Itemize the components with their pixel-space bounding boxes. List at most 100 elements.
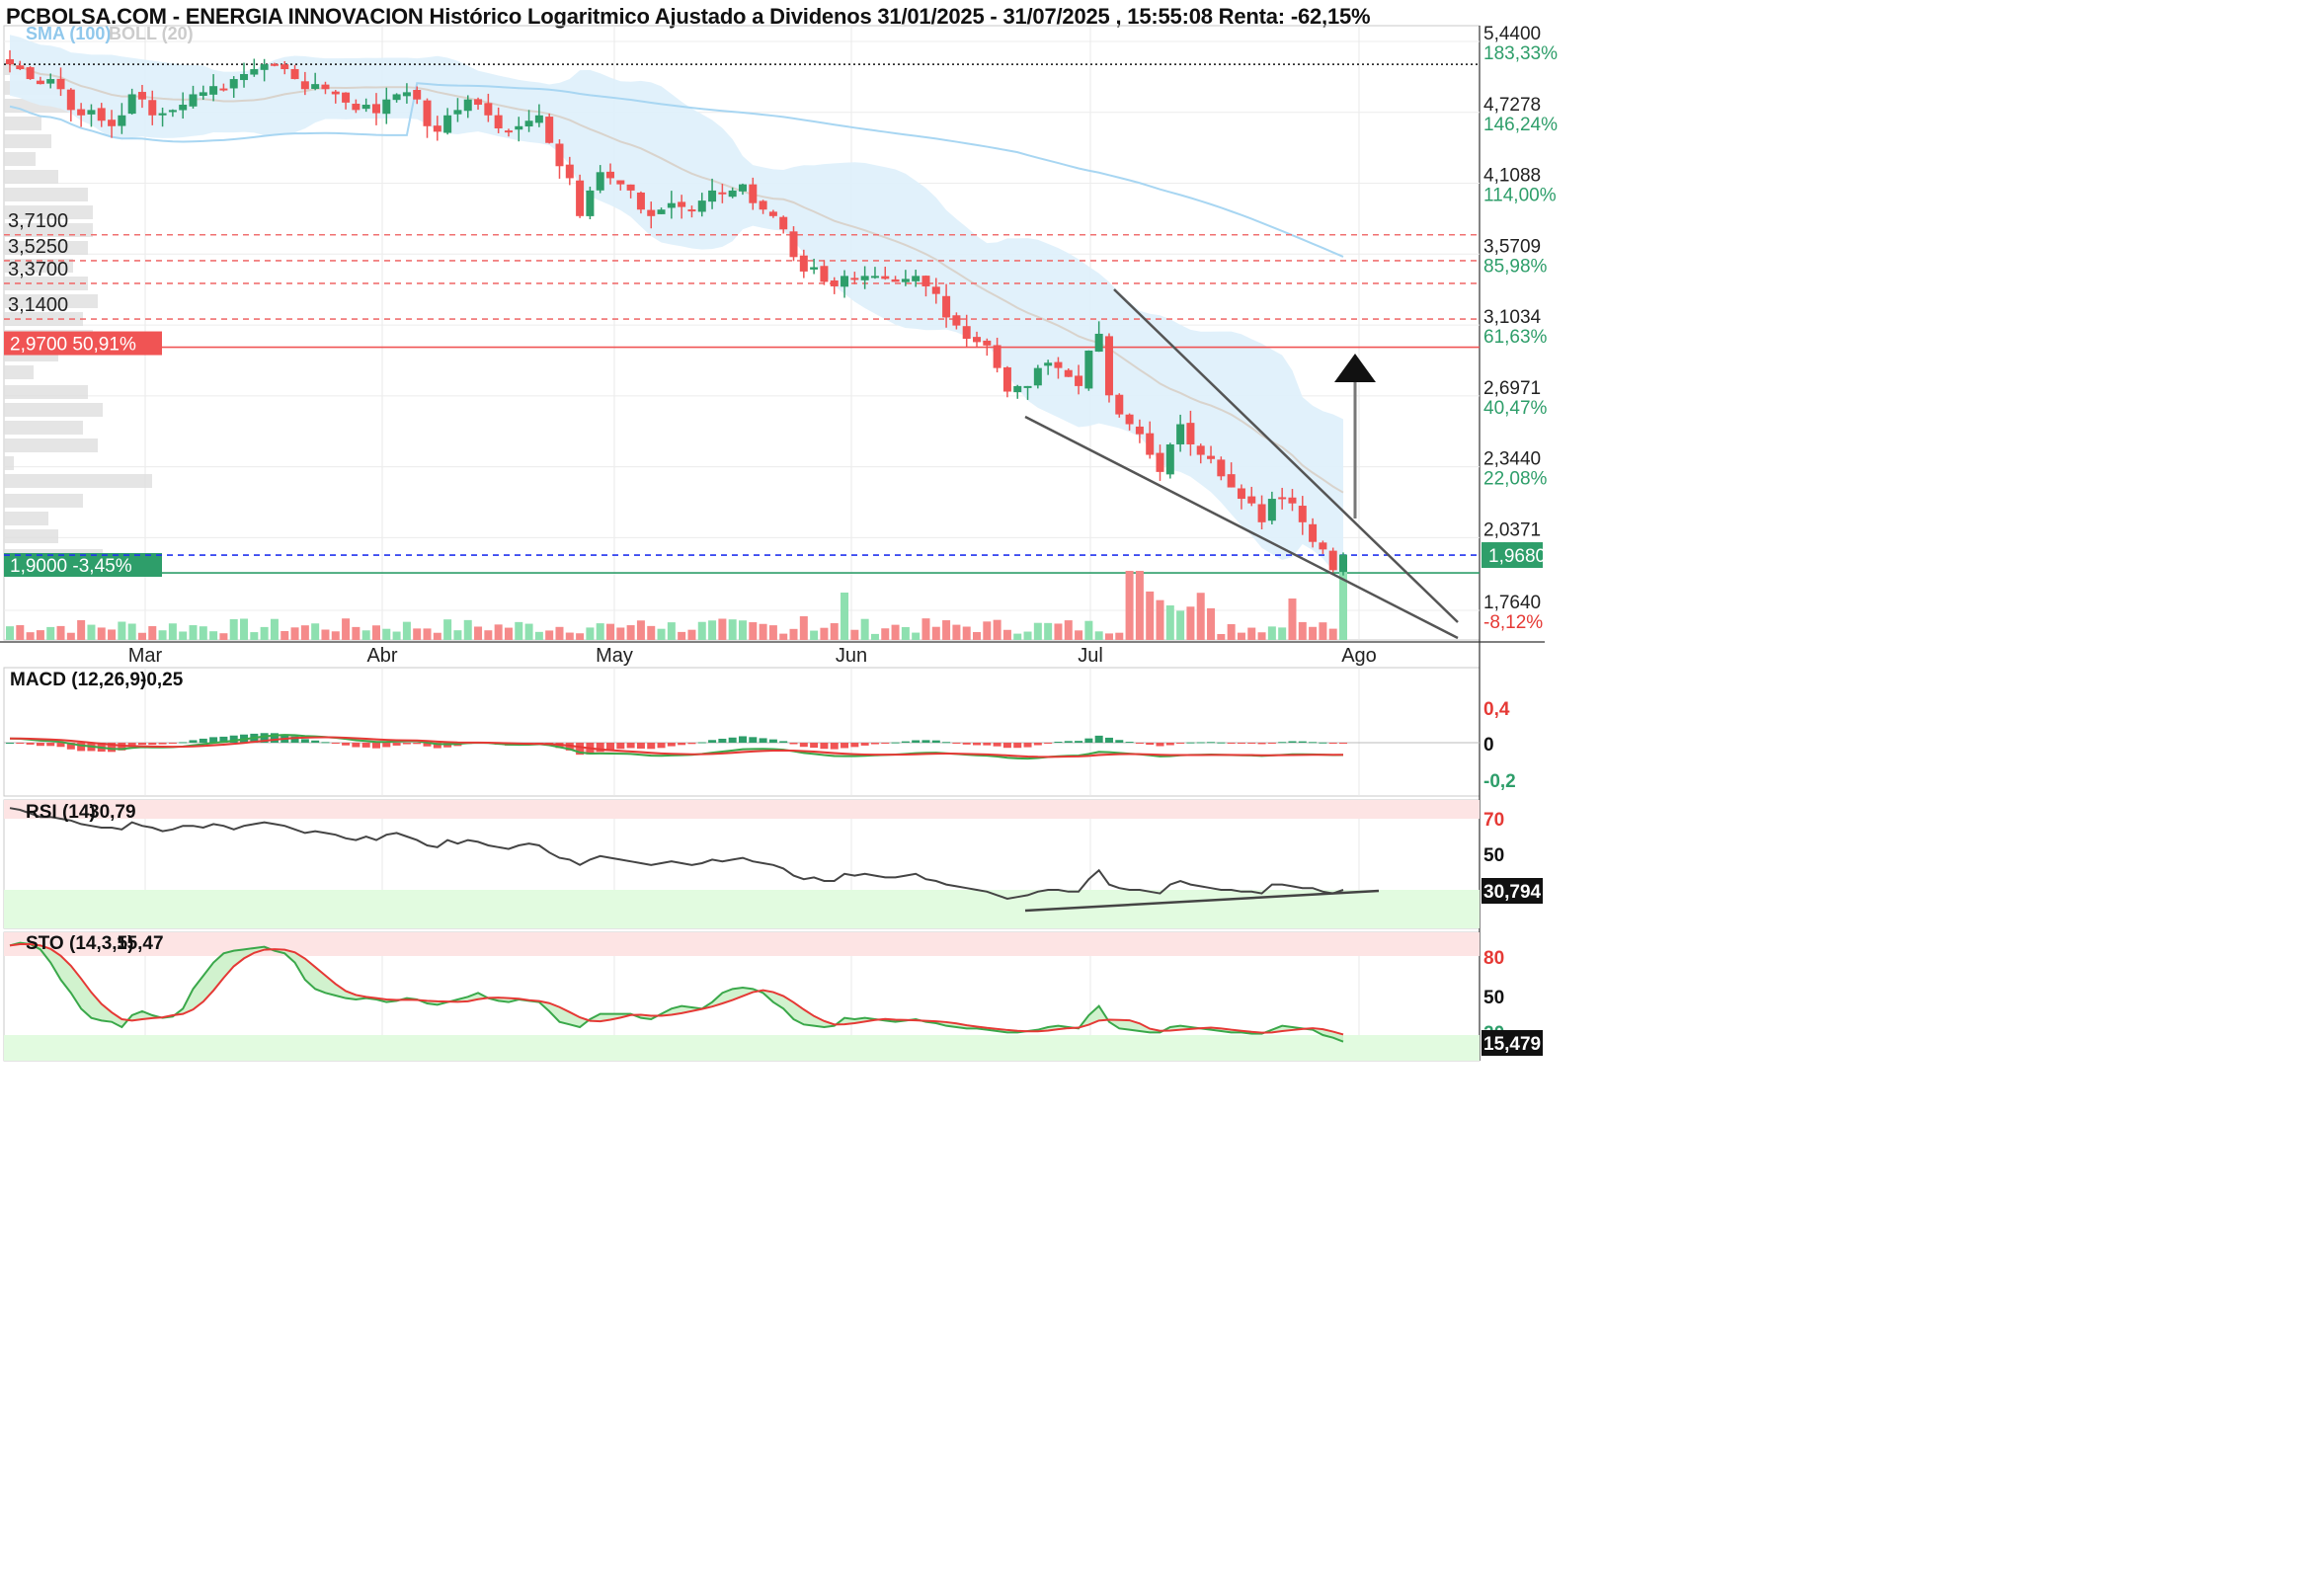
macd-histogram-bar	[127, 743, 136, 748]
macd-histogram-bar	[749, 737, 758, 743]
macd-histogram-bar	[1146, 743, 1155, 746]
candle-body	[371, 104, 380, 114]
volume-profile-bar	[4, 385, 88, 399]
candle-body	[841, 276, 849, 287]
volume-bar	[534, 631, 543, 640]
macd-histogram-bar	[300, 739, 309, 743]
volume-bar	[127, 623, 136, 640]
volume-bar	[352, 626, 360, 640]
macd-histogram-bar	[219, 736, 228, 743]
wedge-lower-line	[1024, 415, 1459, 640]
volume-bar	[1165, 605, 1174, 640]
candle-body	[423, 100, 432, 126]
rsi-line	[9, 807, 1344, 901]
macd-histogram-bar	[942, 742, 951, 744]
volume-bar	[118, 621, 126, 640]
candle-body	[342, 92, 351, 103]
sto-value: 15,47	[117, 933, 164, 954]
volume-bar	[1115, 632, 1124, 640]
volume-bar	[474, 626, 483, 640]
candle-body	[1328, 550, 1337, 571]
volume-bar	[219, 633, 228, 640]
candle-body	[1339, 554, 1347, 573]
chart-title: PCBOLSA.COM - ENERGIA INNOVACION Históri…	[6, 4, 1371, 29]
volume-bar	[1002, 629, 1011, 640]
candle-body	[616, 180, 625, 185]
support-label-box	[4, 553, 162, 578]
volume-profile-bar	[4, 494, 83, 508]
volume-bar	[300, 625, 309, 640]
axis-pct-label: 61,63%	[1483, 327, 1548, 348]
volume-bar	[1044, 622, 1053, 640]
candle-body	[952, 315, 961, 326]
candle-body	[596, 172, 604, 191]
candle-body	[1064, 369, 1073, 377]
volume-bar	[1023, 631, 1032, 640]
macd-histogram-bar	[962, 743, 971, 745]
candle-body	[240, 74, 249, 81]
last-price-box	[1482, 542, 1543, 569]
candle-body	[1135, 426, 1144, 435]
macd-histogram-bar	[759, 738, 767, 743]
volume-bar	[392, 631, 401, 640]
volume-bar	[565, 632, 574, 640]
axis-pct-label: 85,98%	[1483, 256, 1548, 277]
boll-legend: BOLL (20)	[109, 24, 194, 43]
volume-bar	[749, 622, 758, 640]
candle-body	[1115, 394, 1124, 415]
macd-histogram-bar	[921, 740, 930, 743]
candle-body	[1146, 433, 1155, 455]
macd-histogram-bar	[1176, 743, 1185, 744]
macd-value: -0,25	[140, 670, 184, 690]
support-label: 1,9000 -3,45%	[10, 556, 132, 577]
macd-histogram-bar	[1267, 743, 1276, 744]
candle-body	[1237, 488, 1245, 500]
candle-body	[524, 120, 533, 127]
macd-histogram-bar	[687, 743, 696, 745]
macd-histogram-bar	[616, 743, 625, 750]
volume-bar	[810, 630, 819, 640]
candle-body	[799, 255, 808, 272]
axis-price-label: 2,0371	[1483, 519, 1541, 540]
volume-bar	[270, 618, 279, 640]
sto-d-line	[9, 943, 1344, 1036]
volume-bar	[463, 619, 472, 640]
candle-body	[973, 337, 982, 343]
candle-body	[850, 278, 859, 280]
candle-body	[636, 192, 645, 210]
candle-body	[108, 120, 117, 126]
macd-histogram-bar	[1319, 742, 1327, 744]
volume-bar	[66, 632, 75, 640]
volume-bar	[1196, 593, 1205, 640]
volume-bar	[606, 623, 615, 640]
volume-bar	[1075, 630, 1083, 640]
macd-histogram-bar	[270, 733, 279, 743]
candle-body	[1165, 443, 1174, 475]
macd-histogram-bar	[118, 743, 126, 751]
rsi-last-label: 30,794	[1483, 882, 1542, 903]
axis-pct-label: 146,24%	[1483, 115, 1558, 135]
volume-bar	[759, 623, 767, 640]
macd-histogram-bar	[1064, 741, 1073, 743]
volume-bar	[321, 629, 330, 640]
axis-pct-label: 114,00%	[1483, 186, 1557, 206]
candle-body	[1186, 423, 1195, 444]
candle-body	[1075, 375, 1083, 386]
candle-body	[708, 190, 717, 202]
macd-histogram-bar	[46, 743, 55, 747]
candle-body	[912, 276, 921, 281]
candle-body	[1227, 474, 1236, 488]
sto-last-box	[1482, 1030, 1543, 1056]
macd-histogram-bar	[565, 743, 574, 751]
candle-body	[1267, 499, 1276, 521]
macd-histogram-bar	[799, 743, 808, 748]
candle-body	[768, 211, 777, 216]
macd-histogram-bar	[606, 743, 615, 751]
volume-bar	[1146, 591, 1155, 640]
candle-body	[810, 267, 819, 270]
volume-profile-bar	[4, 117, 41, 130]
macd-histogram-bar	[423, 743, 432, 747]
volume-bar	[1064, 620, 1073, 640]
candle-body	[36, 80, 44, 85]
candle-body	[219, 88, 228, 91]
